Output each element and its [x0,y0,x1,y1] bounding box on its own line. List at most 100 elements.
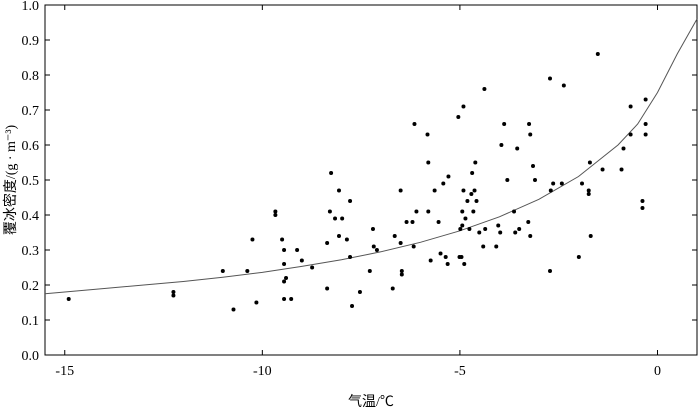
y-tick-label: 0.0 [22,349,40,364]
data-point [474,199,479,203]
data-point [461,188,466,193]
data-point [299,258,304,263]
data-point [441,181,446,186]
data-point [576,255,581,259]
data-point [548,188,553,193]
data-point [295,248,300,252]
data-point [473,160,478,165]
data-point [370,227,375,231]
data-point [344,237,349,242]
data-point [515,146,520,151]
x-tick-label: -10 [253,364,272,379]
data-point [273,209,278,214]
data-point [171,293,176,298]
data-point [445,262,450,266]
data-point [621,146,626,151]
data-point [561,83,566,88]
data-point [432,188,437,193]
data-point [483,227,488,231]
data-point [325,241,330,245]
data-point [66,297,71,301]
data-point [512,209,517,214]
data-point [469,192,474,196]
data-point [528,132,533,137]
data-point [436,220,441,224]
data-point [619,167,624,172]
data-point [586,192,591,196]
data-point [280,237,285,242]
data-point [640,199,645,203]
data-point [425,132,430,137]
data-point [481,244,486,249]
data-point [471,209,476,214]
data-point [460,209,465,214]
data-point [438,251,443,256]
data-point [333,216,338,221]
y-tick-label: 0.9 [22,34,40,49]
data-point [531,164,536,168]
data-point [640,206,645,210]
data-point [643,97,648,102]
data-point [465,199,470,203]
data-point [411,244,416,249]
data-point [643,122,648,126]
data-point [472,188,477,193]
data-point [273,213,278,217]
data-point [548,76,553,81]
data-point [348,199,353,203]
data-point [595,52,600,56]
data-point [398,241,403,245]
data-point [498,230,503,235]
data-point [336,234,341,238]
data-point [517,227,522,231]
x-tick-label: -5 [454,364,466,379]
x-tick-label: -15 [55,364,74,379]
data-point [532,178,537,182]
data-point [458,227,463,231]
data-point [357,290,362,294]
data-point [482,87,487,91]
data-point [526,220,531,224]
data-point [325,286,330,291]
data-point [463,216,468,221]
data-point [282,297,287,301]
data-point [310,265,315,270]
data-point [254,300,259,305]
data-point [580,181,585,186]
data-point [250,237,255,242]
data-point [643,132,648,137]
data-point [410,220,415,224]
data-point [461,104,466,109]
data-point [548,269,553,273]
data-point [399,269,404,273]
data-point [231,307,236,312]
data-point [171,290,176,294]
data-point [600,167,605,172]
data-point [628,104,633,109]
data-point [282,248,287,252]
data-point [426,209,431,214]
data-point [327,209,332,214]
data-point [494,244,499,249]
data-point [426,160,431,165]
plot-frame [44,4,698,356]
y-axis-label: 覆冰密度/(g · m⁻³) [2,124,19,235]
data-point [587,160,592,165]
data-point [588,234,593,238]
data-point [551,181,556,186]
data-point [502,122,507,126]
data-point [220,269,225,273]
y-tick-label: 0.5 [22,174,40,189]
data-point [586,188,591,193]
data-point [367,269,372,273]
data-point [470,171,475,175]
data-point [477,230,482,235]
data-point [245,269,250,273]
data-point [392,234,397,238]
data-point [528,234,533,238]
data-point [371,244,376,249]
data-point [348,255,353,259]
y-tick-label: 0.8 [22,69,40,84]
data-point [496,223,501,228]
data-point [443,255,448,259]
